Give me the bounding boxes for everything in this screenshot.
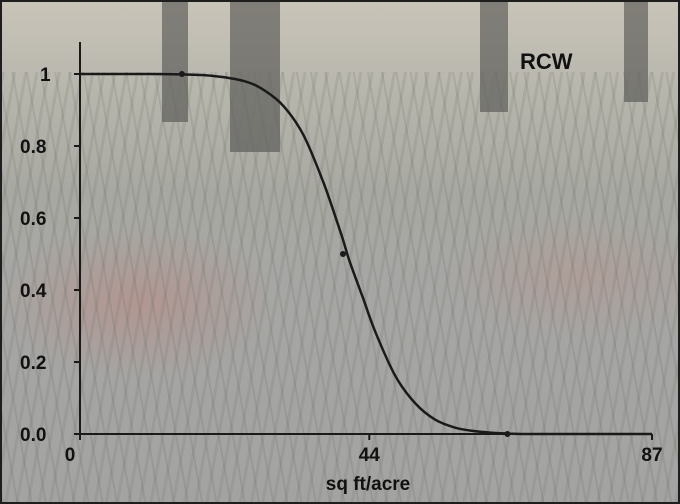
x-ticks: 0 44 87	[65, 434, 663, 466]
y-tick-label: 0.8	[20, 137, 46, 158]
y-ticks: 0.0 0.2 0.4 0.6 0.8 1	[20, 65, 80, 446]
data-point-marker	[339, 251, 346, 257]
y-tick-label: 0.0	[20, 425, 46, 446]
y-tick-label: 0.6	[20, 209, 46, 230]
x-tick-label: 44	[359, 445, 381, 466]
background-tree-trunk	[480, 2, 508, 112]
x-axis-label: sq ft/acre	[326, 474, 410, 495]
y-tick-label: 0.4	[20, 281, 47, 302]
x-tick-label: 87	[641, 445, 662, 466]
data-point-marker	[178, 71, 185, 77]
y-tick-label: 0.2	[20, 353, 46, 374]
y-tick-label: 1	[40, 65, 51, 86]
background-tree-trunk	[624, 2, 648, 102]
series-line	[80, 72, 652, 436]
background-brush	[2, 72, 678, 502]
background-tree-trunk	[162, 2, 188, 122]
chart-title: RCW	[520, 49, 573, 74]
background-tree-trunk	[230, 2, 280, 152]
series-markers	[178, 71, 511, 437]
x-tick-label: 0	[65, 445, 76, 466]
data-point-marker	[504, 431, 511, 437]
